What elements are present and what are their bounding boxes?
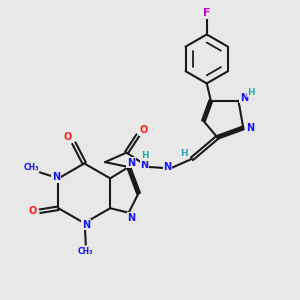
Text: N: N <box>140 160 148 170</box>
Text: O: O <box>63 132 71 142</box>
Text: H: H <box>141 151 148 160</box>
Text: N: N <box>240 93 248 103</box>
Text: O: O <box>28 206 37 216</box>
Text: N: N <box>127 158 135 167</box>
Text: H: H <box>180 149 188 158</box>
Text: N: N <box>82 220 90 230</box>
Text: O: O <box>140 125 148 135</box>
Text: CH₃: CH₃ <box>23 163 39 172</box>
Text: N: N <box>52 172 60 182</box>
Text: N: N <box>246 123 254 133</box>
Text: N: N <box>164 162 172 172</box>
Text: CH₃: CH₃ <box>78 247 94 256</box>
Text: N: N <box>128 213 136 223</box>
Text: F: F <box>203 8 211 18</box>
Text: H: H <box>247 88 255 97</box>
